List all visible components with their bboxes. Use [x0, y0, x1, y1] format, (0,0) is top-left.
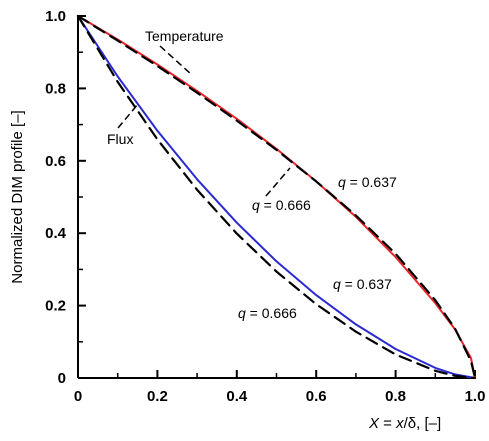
x-axis-title-expr-var: x: [395, 415, 404, 432]
series-layer: [76, 14, 477, 380]
y-tick-label: 0: [58, 370, 66, 387]
annotation-flux: Flux: [107, 131, 133, 147]
x-axis-title-var: X: [368, 415, 380, 432]
annotation-flux-q666: q = 0.666: [238, 305, 297, 321]
series-line-3: [76, 14, 477, 380]
annotation-temperature: Temperature: [145, 28, 224, 44]
y-tick-label: 0.4: [45, 225, 67, 242]
x-axis-title-eq: =: [379, 415, 396, 432]
x-tick-label: 0.4: [226, 388, 248, 405]
series-line-1: [76, 14, 477, 380]
x-tick-label: 0.8: [385, 388, 406, 405]
annotation-temp-q666: q = 0.666: [252, 197, 311, 213]
annotation-temperature-pointer: [159, 45, 193, 76]
x-tick-label: 1.0: [465, 388, 486, 405]
annotation-temp-q666-pointer: [265, 167, 291, 197]
plot-area: 0 0.2 0.4 0.6 0.8 1.0 0 0.2 0.4 0.6 0.8 1.0: [45, 8, 485, 405]
axis-ticks: 0 0.2 0.4 0.6 0.8 1.0 0 0.2 0.4 0.6 0.8 1.0: [45, 8, 485, 405]
annotation-temp-q637: q = 0.637: [338, 174, 397, 190]
y-tick-label: 0.6: [45, 153, 66, 170]
annotation-flux-pointer: [117, 103, 139, 129]
y-tick-label: 1.0: [45, 8, 66, 25]
y-tick-label: 0.8: [45, 80, 66, 97]
x-tick-label: 0.2: [147, 388, 168, 405]
x-axis-title: X = x/δ, [–]: [368, 415, 441, 432]
annotation-flux-q637: q = 0.637: [333, 276, 392, 292]
x-tick-label: 0: [74, 388, 82, 405]
y-tick-label: 0.2: [45, 298, 66, 315]
y-axis-title: Normalized DIM profile [–]: [9, 110, 26, 283]
x-axis-title-expr-rest: /δ, [–]: [404, 415, 442, 432]
x-tick-label: 0.6: [306, 388, 327, 405]
series-line-2: [77, 15, 476, 379]
